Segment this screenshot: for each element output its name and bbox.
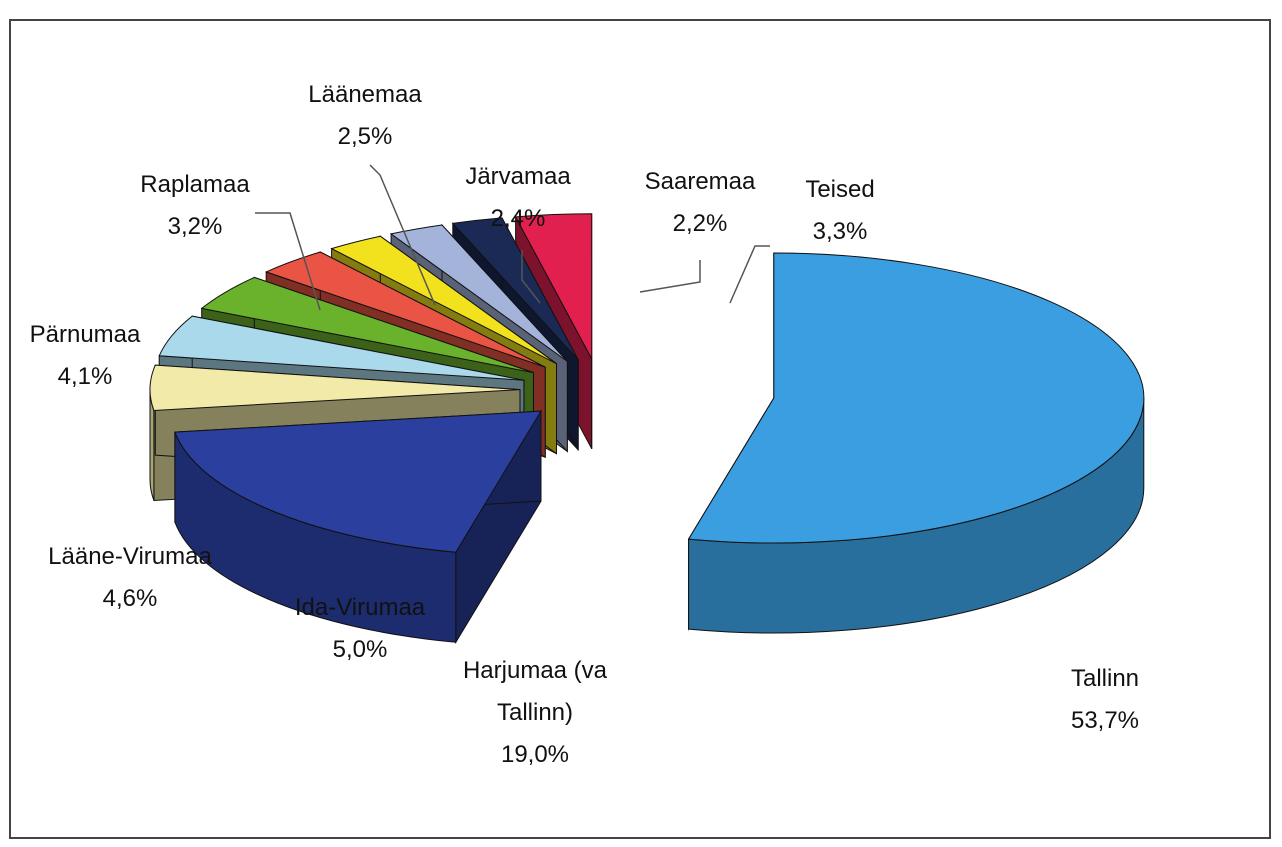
value-label: 3,2% <box>167 213 223 240</box>
value-label: 19,0% <box>500 741 570 768</box>
slice-label: Läänemaa 2,5% <box>265 74 465 158</box>
category-label: Harjumaa (va Tallinn) <box>462 657 608 726</box>
value-label: 4,6% <box>102 585 158 612</box>
slice-label: Tallinn 53,7% <box>1025 658 1185 742</box>
slice-label: Saaremaa 2,2% <box>600 161 800 245</box>
category-label: Läänemaa <box>308 81 422 108</box>
slice-label: Lääne-Virumaa 4,6% <box>0 536 260 620</box>
leader-line <box>729 245 770 304</box>
category-label: Raplamaa <box>140 171 250 198</box>
slice <box>200 276 534 374</box>
category-label: Ida-Virumaa <box>294 594 426 621</box>
slice <box>389 224 568 362</box>
value-label: 2,5% <box>337 123 393 150</box>
slice-label: Teised 3,3% <box>760 169 920 253</box>
leader-line <box>639 260 701 293</box>
slice <box>158 315 525 381</box>
slice-label: Ida-Virumaa 5,0% <box>250 587 470 671</box>
leader-line <box>255 212 321 311</box>
slice-label: Raplamaa 3,2% <box>95 164 295 248</box>
slice-label: Harjumaa (va Tallinn) 19,0% <box>440 650 630 776</box>
value-label: 2,4% <box>490 205 546 232</box>
slice <box>514 213 593 360</box>
category-label: Tallinn <box>1070 665 1140 692</box>
slice-label: Järvamaa 2,4% <box>418 156 618 240</box>
category-label: Teised <box>805 176 875 203</box>
value-label: 5,0% <box>332 636 388 663</box>
slice <box>174 410 542 553</box>
pie <box>149 213 1145 645</box>
leader-line <box>369 164 436 306</box>
slice-label: Pärnumaa 4,1% <box>0 314 185 398</box>
value-label: 4,1% <box>57 363 113 390</box>
slice <box>330 235 557 365</box>
category-label: Saaremaa <box>644 168 756 195</box>
category-label: Pärnumaa <box>29 321 141 348</box>
leader-line <box>521 250 541 304</box>
slice <box>264 251 546 368</box>
value-label: 53,7% <box>1070 707 1140 734</box>
leader-lines <box>255 164 770 311</box>
slice <box>451 217 579 361</box>
value-label: 3,3% <box>812 218 868 245</box>
category-label: Järvamaa <box>465 163 571 190</box>
value-label: 2,2% <box>672 210 728 237</box>
slice <box>687 252 1145 544</box>
category-label: Lääne-Virumaa <box>48 543 212 570</box>
slice <box>149 364 521 412</box>
